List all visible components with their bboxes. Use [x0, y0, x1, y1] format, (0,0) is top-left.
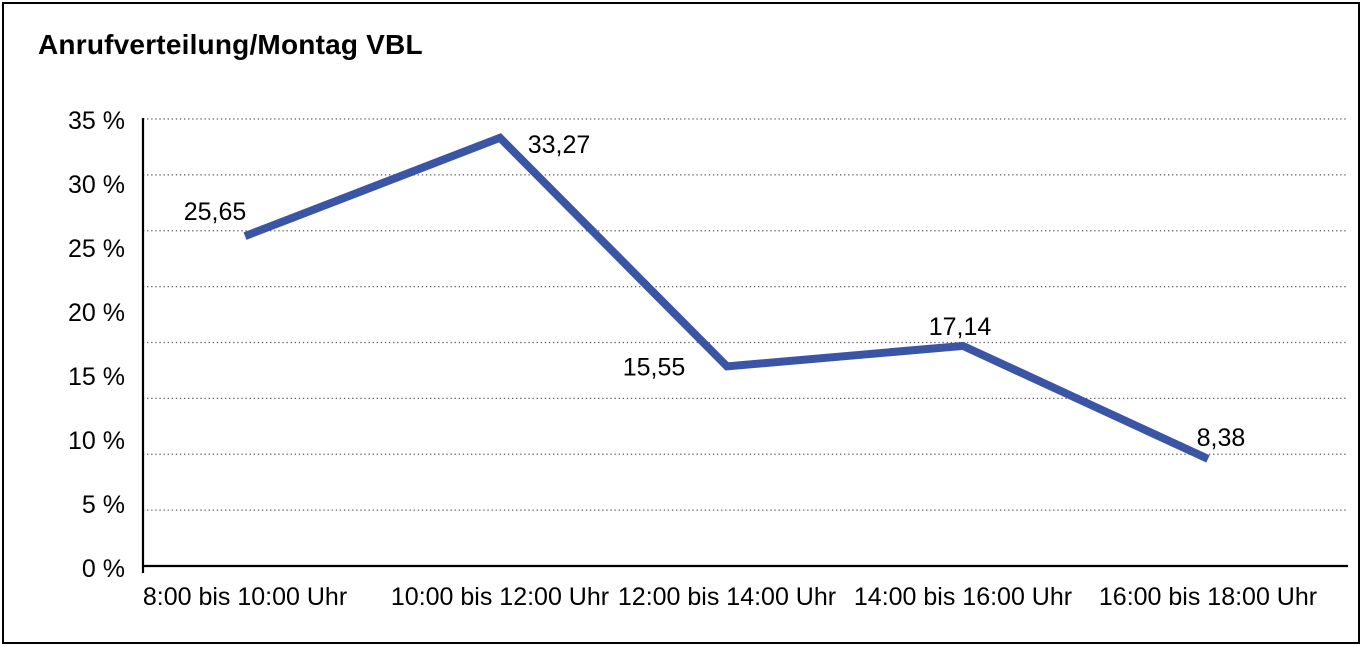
y-axis-tick-label: 0 %: [82, 555, 125, 583]
x-axis-category-label: 8:00 bis 10:00 Uhr: [143, 583, 347, 611]
x-axis-category-label: 10:00 bis 12:00 Uhr: [391, 583, 609, 611]
x-axis-category-label: 16:00 bis 18:00 Uhr: [1099, 583, 1317, 611]
y-axis-tick-label: 10 %: [68, 427, 125, 455]
y-axis-tick-label: 35 %: [68, 107, 125, 135]
data-point-label: 15,55: [623, 353, 686, 381]
data-point-label: 33,27: [528, 131, 591, 159]
data-point-label: 17,14: [929, 313, 992, 341]
data-line: [243, 133, 1210, 463]
x-axis-category-label: 12:00 bis 14:00 Uhr: [618, 583, 836, 611]
y-axis-tick-label: 30 %: [68, 171, 125, 199]
chart-title: Anrufverteilung/Montag VBL: [38, 29, 423, 60]
y-axis-tick-label: 20 %: [68, 299, 125, 327]
data-point-label: 25,65: [184, 198, 247, 226]
x-axis-category-label: 14:00 bis 16:00 Uhr: [854, 583, 1072, 611]
data-point-label: 8,38: [1197, 424, 1246, 452]
y-axis-tick-label: 5 %: [82, 491, 125, 519]
y-axis-tick-label: 25 %: [68, 235, 125, 263]
y-axis-tick-label: 15 %: [68, 363, 125, 391]
